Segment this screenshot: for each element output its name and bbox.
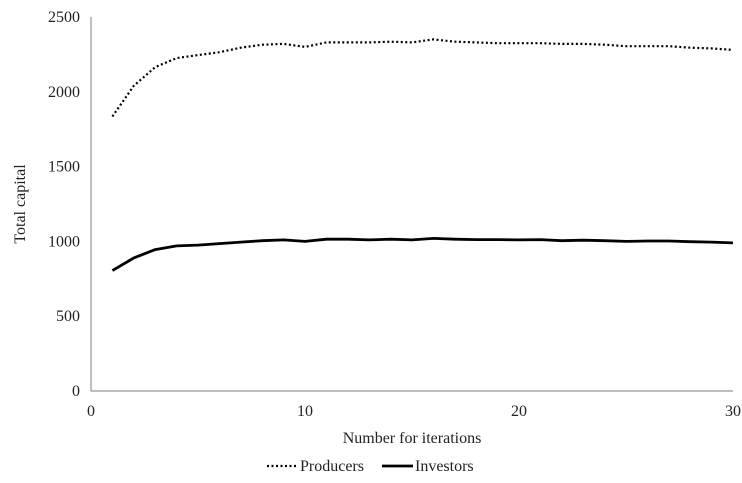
x-axis-title: Number for iterations bbox=[343, 430, 482, 447]
series-lines bbox=[111, 38, 734, 272]
y-tick-label-1500: 1500 bbox=[48, 159, 80, 176]
x-tick-label-20: 20 bbox=[511, 403, 527, 420]
series-line-investors bbox=[111, 236, 734, 272]
legend-label-producers: Producers bbox=[300, 458, 364, 475]
x-tick-labels: 0 10 20 30 bbox=[87, 403, 741, 420]
legend-label-investors: Investors bbox=[415, 458, 474, 475]
x-tick-label-30: 30 bbox=[725, 403, 741, 420]
y-tick-label-2500: 2500 bbox=[48, 9, 80, 26]
x-tick-label-0: 0 bbox=[87, 403, 95, 420]
y-tick-label-1000: 1000 bbox=[48, 233, 80, 250]
legend: Producers Investors bbox=[267, 458, 474, 475]
y-tick-label-0: 0 bbox=[72, 383, 80, 400]
y-tick-label-2000: 2000 bbox=[48, 84, 80, 101]
y-tick-label-500: 500 bbox=[56, 308, 80, 325]
y-tick-labels: 0 500 1000 1500 2000 2500 bbox=[48, 9, 80, 400]
series-line-producers bbox=[111, 38, 734, 118]
y-axis-title: Total capital bbox=[12, 164, 29, 244]
x-tick-label-10: 10 bbox=[297, 403, 313, 420]
